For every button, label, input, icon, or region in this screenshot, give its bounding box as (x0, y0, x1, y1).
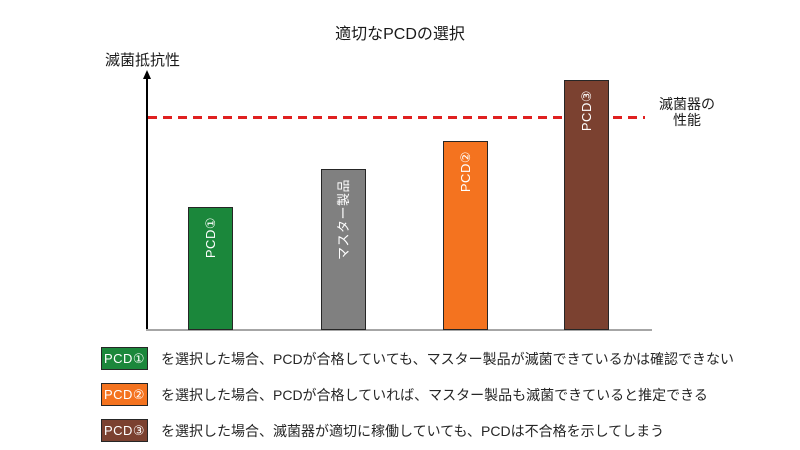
bar-master-product-label: マスター製品 (335, 179, 351, 261)
legend-swatch-pcd3: PCD③ (101, 419, 148, 442)
y-axis-arrow-icon (142, 70, 151, 79)
x-axis-line (146, 329, 652, 331)
sterilizer-performance-label-line2: 性能 (673, 112, 701, 129)
sterilizer-performance-threshold-line (148, 116, 645, 119)
legend-row-pcd2: PCD② を選択した場合、PCDが合格していれば、マスター製品も滅菌できていると… (101, 383, 708, 406)
y-axis-line (146, 78, 148, 330)
legend-row-pcd3: PCD③ を選択した場合、滅菌器が適切に稼働していても、PCDは不合格を示してし… (101, 419, 664, 442)
legend-row-pcd1: PCD① を選択した場合、PCDが合格していても、マスター製品が滅菌できているか… (101, 347, 734, 370)
legend-swatch-pcd2: PCD② (101, 383, 148, 406)
y-axis-label: 滅菌抵抗性 (105, 52, 181, 69)
legend-text-pcd3: を選択した場合、滅菌器が適切に稼働していても、PCDは不合格を示してしまう (161, 422, 665, 439)
legend-text-pcd1: を選択した場合、PCDが合格していても、マスター製品が滅菌できているかは確認でき… (161, 350, 735, 367)
chart-title: 適切なPCDの選択 (335, 26, 465, 43)
bar-pcd1: PCD① (188, 207, 233, 330)
legend-swatch-pcd1: PCD① (101, 347, 148, 370)
bar-master-product: マスター製品 (321, 169, 366, 330)
bar-pcd3: PCD③ (564, 80, 609, 330)
bar-pcd3-label: PCD③ (578, 90, 594, 132)
sterilizer-performance-label-line1: 滅菌器の (659, 96, 715, 112)
sterilizer-performance-label: 滅菌器の 性能 (645, 96, 729, 128)
bar-pcd2: PCD② (443, 141, 488, 330)
bar-pcd2-label: PCD② (457, 151, 473, 193)
bar-pcd1-label: PCD① (202, 217, 218, 259)
legend-text-pcd2: を選択した場合、PCDが合格していれば、マスター製品も滅菌できていると推定できる (161, 386, 708, 403)
